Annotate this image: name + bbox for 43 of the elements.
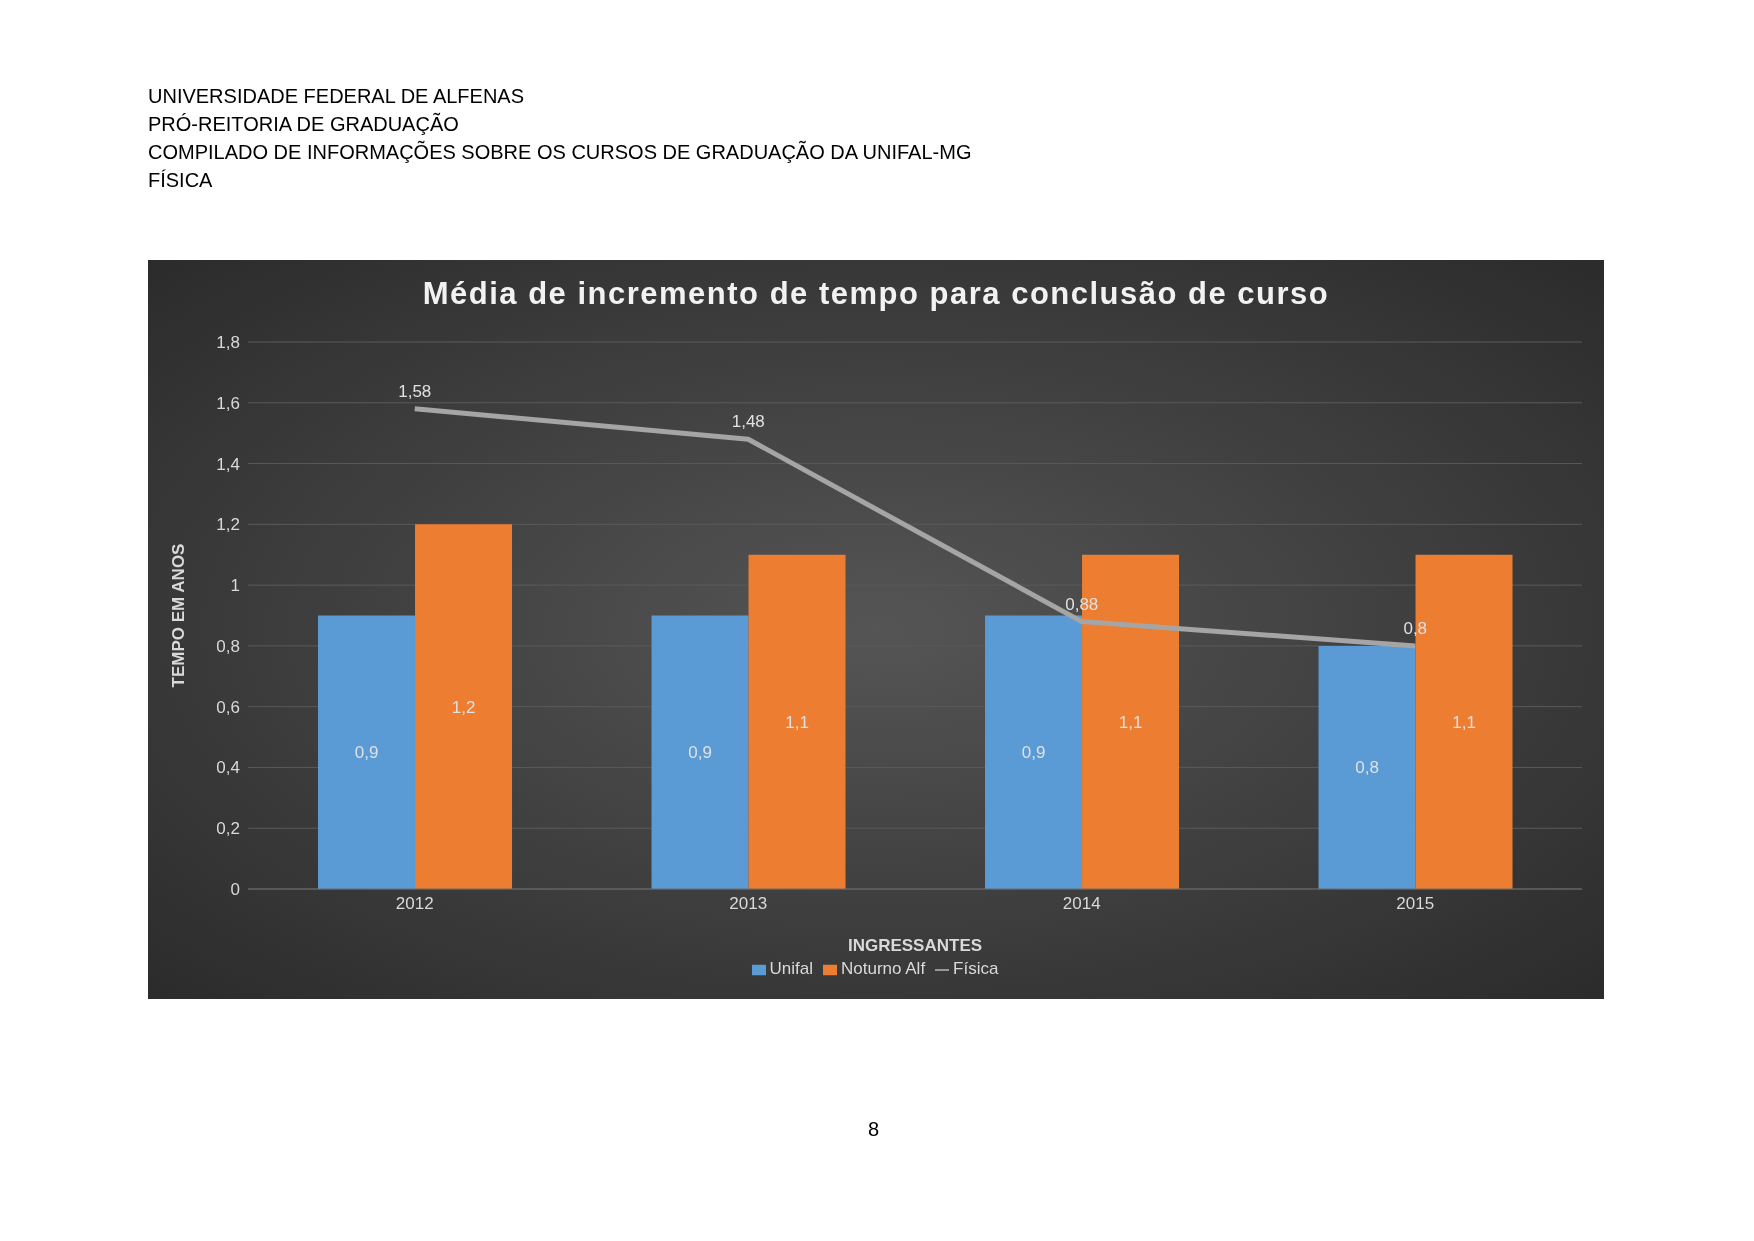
data-label: 0,88 [1065, 594, 1099, 614]
data-label: 0,8 [1403, 618, 1428, 638]
text: FÍSICA [148, 168, 214, 193]
legend-label: Noturno Alf [841, 959, 926, 978]
data-label: 0,9 [354, 743, 379, 763]
bar [985, 615, 1083, 889]
y-tick-label: 0 [230, 880, 240, 900]
text: COMPILADO DE INFORMAÇÕES SOBRE OS CURSOS DE GRADUAÇÃO DA UNIFAL-MG [148, 139, 972, 165]
y-tick-label: 0,8 [216, 636, 240, 656]
legend-label: Física [953, 959, 999, 978]
y-tick-label: 0,4 [216, 758, 240, 778]
y-axis-title: TEMPO EM ANOS [169, 543, 189, 688]
legend-label: Unifal [769, 959, 813, 978]
bar [318, 615, 416, 889]
bar [415, 524, 513, 889]
text: UNIVERSIDADE FEDERAL DE ALFENAS [148, 84, 526, 109]
data-label: 1,58 [398, 381, 432, 401]
chart-title: Média de incremento de tempo para conclusão de curso [421, 276, 1331, 312]
data-label: 1,2 [451, 697, 476, 717]
bar [651, 615, 749, 889]
y-tick-label: 1,6 [216, 393, 240, 413]
data-label: 1,1 [1452, 712, 1476, 732]
data-label: 0,9 [688, 743, 712, 763]
text: 8 [868, 1118, 880, 1141]
bar [1318, 645, 1416, 889]
y-tick-label: 1 [230, 576, 240, 596]
x-tick-label: 2013 [729, 894, 768, 914]
y-tick-label: 0,2 [216, 819, 240, 839]
bar [748, 554, 846, 889]
x-axis-title: INGRESSANTES [847, 936, 983, 955]
x-tick-label: 2014 [1062, 894, 1101, 914]
data-label: 1,48 [731, 412, 765, 432]
data-label: 0,8 [1355, 758, 1379, 778]
data-label: 0,9 [1021, 743, 1046, 763]
y-tick-label: 1,8 [216, 333, 240, 353]
x-tick-label: 2012 [395, 894, 434, 914]
data-label: 1,1 [785, 712, 809, 732]
text: PRÓ-REITORIA DE GRADUAÇÃO [148, 111, 460, 137]
data-label: 1,1 [1118, 712, 1143, 732]
x-tick-label: 2015 [1396, 894, 1435, 914]
y-tick-label: 1,2 [216, 515, 240, 535]
y-tick-label: 0,6 [216, 697, 240, 717]
y-tick-label: 1,4 [216, 454, 240, 474]
